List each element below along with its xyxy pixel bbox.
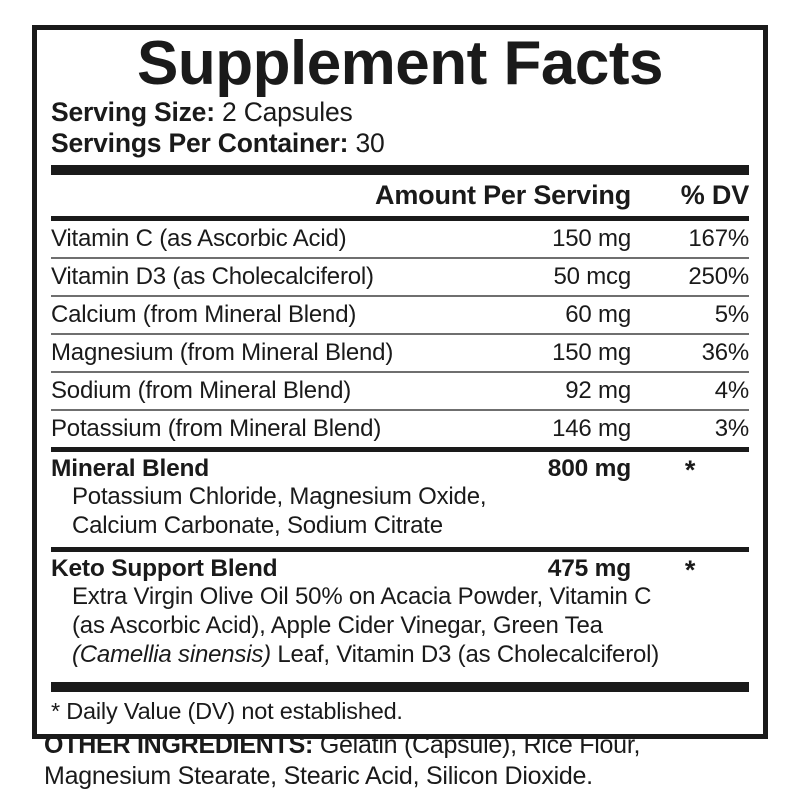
page-title: Supplement Facts xyxy=(137,29,664,98)
blend-daily-value: * xyxy=(684,454,696,485)
row-separator xyxy=(51,332,749,335)
nutrient-name: Vitamin D3 (as Cholecalciferol) xyxy=(51,262,374,290)
rule-under-header xyxy=(51,215,749,221)
rule-above-footnote xyxy=(51,681,749,692)
blend-daily-value: * xyxy=(684,554,696,585)
blend-amount: 800 mg xyxy=(547,454,631,482)
blend-ingredient-line: Potassium Chloride, Magnesium Oxide, xyxy=(72,483,487,511)
blend-name: Mineral Blend xyxy=(51,454,210,482)
nutrient-daily-value: 3% xyxy=(714,414,749,442)
nutrient-name: Vitamin C (as Ascorbic Acid) xyxy=(51,224,347,252)
supplement-facts-panel: Supplement Facts Serving Size: 2 Capsule… xyxy=(32,25,768,739)
table-row: Vitamin C (as Ascorbic Acid) 150 mg 167% xyxy=(51,221,749,257)
botanical-name: (Camellia sinensis) xyxy=(72,640,271,668)
blend-ingredient-line: (as Ascorbic Acid), Apple Cider Vinegar,… xyxy=(72,612,603,640)
blend-header-row: Keto Support Blend 475 mg * xyxy=(51,552,749,585)
blend-name: Keto Support Blend xyxy=(51,554,278,582)
blend-ingredient-line: Calcium Carbonate, Sodium Citrate xyxy=(72,512,443,539)
column-header-amount: Amount Per Serving xyxy=(375,179,631,210)
nutrient-name: Potassium (from Mineral Blend) xyxy=(51,414,382,442)
servings-per-container-value: 30 xyxy=(348,127,385,158)
nutrient-name: Calcium (from Mineral Blend) xyxy=(51,300,357,328)
nutrient-daily-value: 36% xyxy=(701,338,750,366)
nutrient-amount: 60 mg xyxy=(565,300,631,328)
table-header-row: Amount Per Serving % DV xyxy=(51,175,749,216)
nutrient-name: Sodium (from Mineral Blend) xyxy=(51,376,352,404)
botanical-line-suffix: Leaf, Vitamin D3 (as Cholecalciferol) xyxy=(270,640,660,668)
table-row: Potassium (from Mineral Blend) 146 mg 3% xyxy=(51,411,749,447)
other-ingredients-value: Gelatin (Capsule), Rice Flour, Magnesium… xyxy=(44,731,641,790)
nutrient-daily-value: 250% xyxy=(688,262,749,290)
servings-per-container-label: Servings Per Container: xyxy=(51,127,349,158)
nutrient-amount: 146 mg xyxy=(552,414,631,442)
nutrient-amount: 92 mg xyxy=(565,376,631,404)
table-row: Calcium (from Mineral Blend) 60 mg 5% xyxy=(51,297,749,333)
nutrient-daily-value: 167% xyxy=(688,224,749,252)
serving-size-value: 2 Capsules xyxy=(214,97,353,128)
rule-above-mineral-blend xyxy=(51,446,749,452)
blend-ingredient-line-botanical: (Camellia sinensis) Leaf, Vitamin D3 (as… xyxy=(51,641,749,676)
blend-ingredient-line: Extra Virgin Olive Oil 50% on Acacia Pow… xyxy=(72,583,652,611)
nutrient-amount: 150 mg xyxy=(552,338,631,366)
row-separator xyxy=(51,370,749,373)
other-ingredients: OTHER INGREDIENTS: Gelatin (Capsule), Ri… xyxy=(44,730,760,791)
table-row: Sodium (from Mineral Blend) 92 mg 4% xyxy=(51,373,749,409)
table-row: Vitamin D3 (as Cholecalciferol) 50 mcg 2… xyxy=(51,259,749,295)
table-row: Magnesium (from Mineral Blend) 150 mg 36… xyxy=(51,335,749,371)
row-separator xyxy=(51,256,749,259)
rule-heavy-top xyxy=(51,164,749,175)
daily-value-footnote: * Daily Value (DV) not established. xyxy=(51,697,403,724)
serving-size-line: Serving Size: 2 Capsules xyxy=(51,97,749,128)
blend-header-row: Mineral Blend 800 mg * xyxy=(51,452,749,485)
nutrient-daily-value: 5% xyxy=(714,300,749,328)
row-separator xyxy=(51,408,749,411)
row-separator xyxy=(51,294,749,297)
nutrient-amount: 50 mcg xyxy=(553,262,631,290)
nutrient-daily-value: 4% xyxy=(714,376,749,404)
other-ingredients-label: OTHER INGREDIENTS: xyxy=(44,731,314,759)
rule-above-keto-blend xyxy=(51,546,749,552)
column-header-daily-value: % DV xyxy=(680,179,749,210)
blend-amount: 475 mg xyxy=(547,554,631,582)
serving-size-label: Serving Size: xyxy=(51,97,215,128)
nutrient-amount: 150 mg xyxy=(552,224,631,252)
servings-per-container-line: Servings Per Container: 30 xyxy=(51,128,749,159)
nutrient-name: Magnesium (from Mineral Blend) xyxy=(51,338,394,366)
